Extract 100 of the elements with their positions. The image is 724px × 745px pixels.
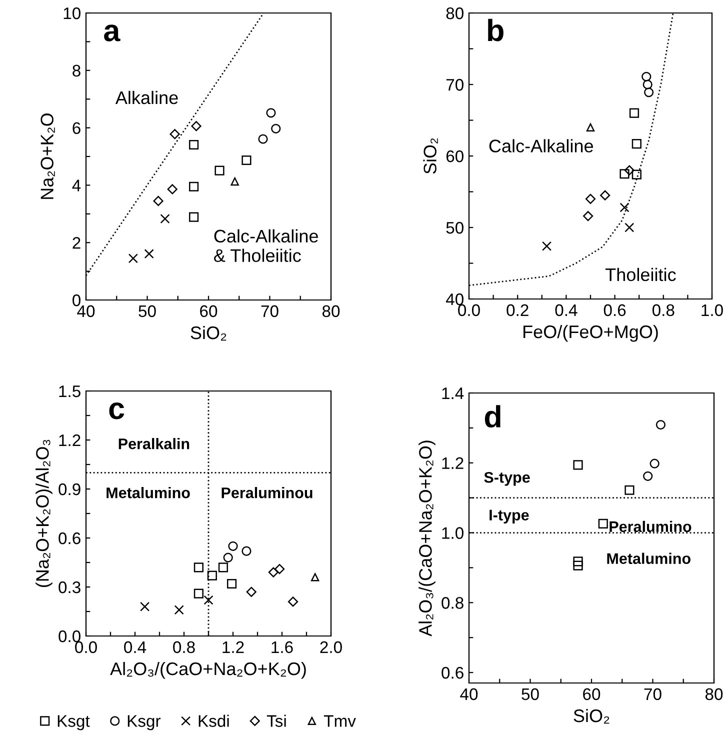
- annotation: a: [104, 24, 120, 42]
- point: [266, 108, 276, 118]
- y-tick-label: 50: [446, 222, 464, 234]
- x-tick-label: 40: [460, 688, 478, 700]
- point: [274, 564, 285, 574]
- point: [624, 222, 634, 232]
- point: [167, 184, 178, 194]
- point: [629, 108, 640, 118]
- point: [573, 560, 583, 570]
- annotation: I-type: [490, 510, 529, 524]
- point: [643, 471, 653, 481]
- x-tick-label: 70: [644, 688, 662, 700]
- point: [642, 80, 652, 90]
- point: [586, 123, 595, 132]
- y-tick-label: 6: [72, 122, 80, 134]
- point: [242, 155, 252, 166]
- y-tick-label: 4: [72, 180, 81, 192]
- y-tick-label: 70: [446, 78, 464, 91]
- annotation: Metalumino: [607, 552, 690, 564]
- legend-label: Ksdi: [198, 714, 229, 727]
- point: [160, 214, 170, 224]
- point: [189, 182, 199, 192]
- legend-label: Tmv: [324, 715, 356, 727]
- annotation: c: [109, 402, 124, 420]
- point: [194, 588, 204, 598]
- annotation: S-type: [484, 472, 530, 486]
- x-tick-label: 50: [522, 688, 539, 700]
- annotation: Metalumino: [106, 487, 190, 498]
- point: [642, 72, 652, 82]
- x-tick-label: 2.0: [320, 641, 342, 654]
- point: [632, 139, 642, 149]
- x-tick-label: 1.0: [702, 304, 723, 316]
- x-tick-label: 0.6: [604, 304, 626, 316]
- annotation: Tholeiitic: [605, 268, 676, 282]
- point: [174, 605, 184, 615]
- annotation: d: [484, 405, 500, 428]
- annotation: Peralumino: [610, 520, 692, 532]
- point: [271, 124, 281, 134]
- annotation: Calc-Alkaline: [489, 139, 593, 152]
- point: [246, 586, 256, 597]
- x-tick-label: 80: [322, 305, 340, 318]
- point: [268, 567, 278, 578]
- point: [226, 578, 237, 589]
- y-tick-label: 2: [72, 237, 80, 249]
- point: [585, 194, 596, 204]
- point: [656, 420, 666, 430]
- point: [600, 190, 610, 200]
- point: [242, 546, 252, 556]
- y-tick-label: 40: [446, 293, 464, 306]
- legend-label: Ksgr: [128, 715, 161, 730]
- y-tick-label: 0.0: [58, 630, 80, 642]
- point: [223, 552, 233, 562]
- annotation: b: [488, 18, 504, 42]
- y-tick-label: 0.8: [442, 597, 464, 609]
- y-tick-label: 1.2: [59, 434, 80, 446]
- y-tick-label: 0.6: [58, 532, 80, 544]
- point: [128, 254, 138, 264]
- x-tick-label: 0.8: [173, 641, 195, 654]
- point: [230, 177, 239, 186]
- y-tick-label: 1.5: [59, 386, 80, 398]
- y-axis-title: SiO₂: [423, 138, 438, 174]
- annotation: Peralkalin: [118, 438, 190, 450]
- y-tick-label: 0.3: [58, 581, 80, 594]
- x-tick-label: 60: [583, 688, 600, 700]
- y-tick-label: 0: [72, 294, 80, 306]
- legend-label: Ksgt: [58, 715, 90, 730]
- x-tick-label: 70: [261, 305, 278, 318]
- x-axis-title: Al₂O₃/(CaO+Na₂O+K₂O): [110, 662, 306, 679]
- point: [620, 169, 630, 179]
- point: [542, 241, 552, 251]
- point: [153, 196, 164, 206]
- point: [650, 458, 660, 468]
- y-tick-label: 60: [446, 150, 464, 162]
- point: [624, 485, 634, 495]
- point: [288, 596, 298, 607]
- point: [644, 88, 654, 98]
- x-tick-label: 1.2: [222, 641, 244, 653]
- y-tick-label: 10: [64, 7, 80, 20]
- point: [258, 134, 268, 144]
- y-tick-label: 0.6: [442, 666, 464, 679]
- point: [140, 602, 150, 612]
- x-tick-label: 60: [200, 305, 218, 318]
- x-axis-title: SiO₂: [190, 326, 226, 341]
- point: [189, 212, 199, 222]
- y-tick-label: 1.0: [442, 527, 464, 539]
- point: [632, 170, 642, 180]
- point: [191, 121, 202, 132]
- x-axis-title: SiO₂: [574, 708, 610, 724]
- x-tick-label: 0.4: [555, 304, 578, 316]
- y-tick-label: 0.9: [58, 483, 80, 496]
- x-tick-label: 0.4: [124, 641, 146, 654]
- y-tick-label: 1.2: [442, 457, 464, 469]
- y-axis-title: Na₂O+K₂O: [40, 113, 55, 199]
- y-tick-label: 8: [72, 64, 80, 77]
- point: [170, 129, 180, 140]
- y-tick-label: 80: [446, 7, 464, 20]
- point: [573, 556, 583, 566]
- x-axis-title: FeO/(FeO+MgO): [524, 324, 658, 342]
- x-tick-label: 0.0: [458, 304, 480, 316]
- x-tick-label: 0.2: [506, 304, 528, 316]
